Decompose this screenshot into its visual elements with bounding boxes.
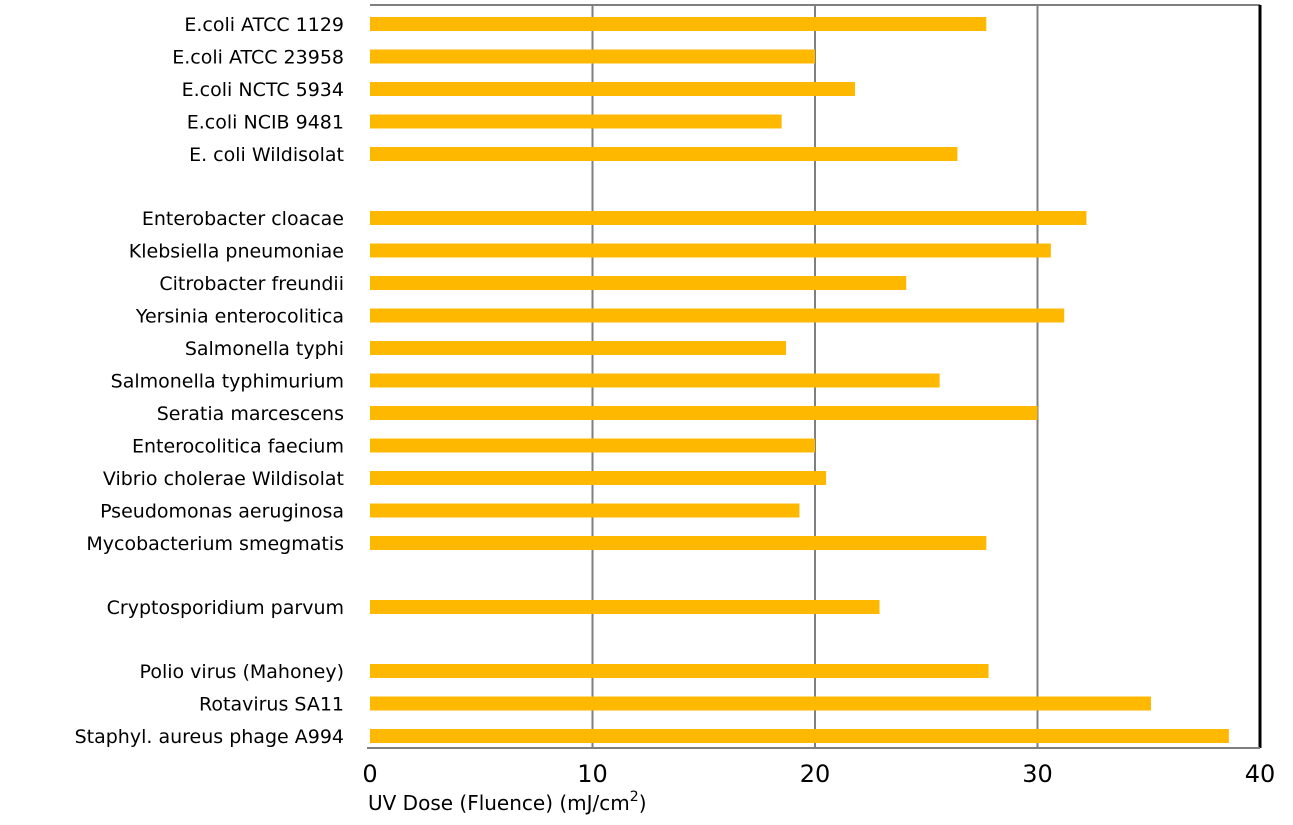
bars <box>370 17 1229 743</box>
bar-e-coli-atcc-23958 <box>370 49 815 64</box>
bar-vibrio-cholerae-wildisolat <box>370 471 827 485</box>
bar-cryptosporidium-parvum <box>370 600 880 614</box>
axes <box>367 4 1262 749</box>
category-label-pseudomonas-aeruginosa: Pseudomonas aeruginosa <box>100 501 344 523</box>
bar-e-coli-nctc-5934 <box>370 82 856 96</box>
bar-e-coli-ncib-9481 <box>370 114 782 129</box>
category-label-polio-virus-mahoney: Polio virus (Mahoney) <box>140 661 344 683</box>
category-label-rotavirus-sa11: Rotavirus SA11 <box>199 694 344 716</box>
category-label-yersinia-enterocolitica: Yersinia enterocolitica <box>135 306 344 328</box>
bar-yersinia-enterocolitica <box>370 308 1065 323</box>
x-axis-title: UV Dose (Fluence) (mJ/cm2) <box>368 789 647 815</box>
x-tick-label-0: 0 <box>362 760 377 788</box>
bar-rotavirus-sa11 <box>370 696 1151 711</box>
category-label-salmonella-typhimurium: Salmonella typhimurium <box>111 371 344 393</box>
bar-enterobacter-cloacae <box>370 211 1087 225</box>
category-label-klebsiella-pneumoniae: Klebsiella pneumoniae <box>129 241 344 263</box>
bar-e-coli-wildisolat <box>370 147 958 161</box>
bar-salmonella-typhimurium <box>370 373 940 388</box>
x-tick-label-40: 40 <box>1245 760 1276 788</box>
category-label-salmonella-typhi: Salmonella typhi <box>185 338 344 360</box>
bar-e-coli-atcc-1129 <box>370 17 987 31</box>
x-tick-label-10: 10 <box>577 760 608 788</box>
category-label-e-coli-atcc-1129: E.coli ATCC 1129 <box>184 14 344 36</box>
bar-enterocolitica-faecium <box>370 438 815 453</box>
x-axis-title-suffix: ) <box>639 791 647 815</box>
category-label-seratia-marcescens: Seratia marcescens <box>157 403 344 425</box>
category-label-mycobacterium-smegmatis: Mycobacterium smegmatis <box>86 533 344 555</box>
bar-seratia-marcescens <box>370 406 1038 420</box>
x-axis-title-superscript: 2 <box>630 789 639 805</box>
bar-pseudomonas-aeruginosa <box>370 503 800 518</box>
bar-mycobacterium-smegmatis <box>370 536 987 550</box>
category-label-enterocolitica-faecium: Enterocolitica faecium <box>132 436 344 458</box>
category-label-e-coli-atcc-23958: E.coli ATCC 23958 <box>172 47 344 69</box>
category-label-staphyl-aureus-phage-a994: Staphyl. aureus phage A994 <box>75 726 344 748</box>
x-axis-title-text: UV Dose (Fluence) (mJ/cm <box>368 791 630 815</box>
category-labels: E.coli ATCC 1129 E.coli ATCC 23958 E.coli … <box>75 14 344 748</box>
bar-klebsiella-pneumoniae <box>370 243 1051 258</box>
category-label-vibrio-cholerae-wildisolat: Vibrio cholerae Wildisolat <box>103 468 344 490</box>
x-tick-label-20: 20 <box>800 760 831 788</box>
category-label-enterobacter-cloacae: Enterobacter cloacae <box>142 208 344 230</box>
category-label-e-coli-ncib-9481: E.coli NCIB 9481 <box>187 112 344 134</box>
category-label-e-coli-wildisolat: E. coli Wildisolat <box>189 144 344 166</box>
bar-salmonella-typhi <box>370 341 787 355</box>
category-label-citrobacter-freundii: Citrobacter freundii <box>159 273 344 295</box>
bar-staphyl-aureus-phage-a994 <box>370 729 1229 743</box>
category-label-cryptosporidium-parvum: Cryptosporidium parvum <box>107 597 344 619</box>
bar-polio-virus-mahoney <box>370 664 989 678</box>
category-label-e-coli-nctc-5934: E.coli NCTC 5934 <box>182 79 344 101</box>
x-tick-label-30: 30 <box>1022 760 1053 788</box>
tick-labels: 0 10 20 30 40 <box>362 760 1275 788</box>
bar-citrobacter-freundii <box>370 276 907 290</box>
